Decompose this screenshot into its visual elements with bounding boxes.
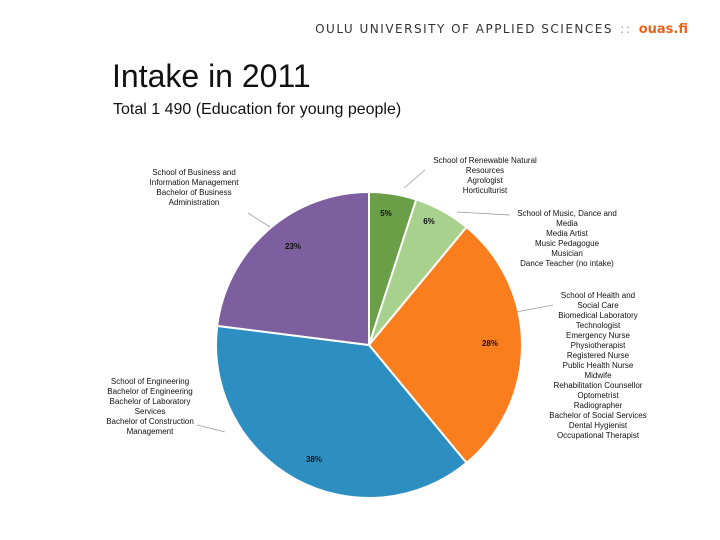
legend-block-school-of-music-dance-and-media: School of Music, Dance and Media Media Art… — [517, 209, 617, 268]
leader-line — [196, 424, 226, 433]
pie-slice-school-of-engineering — [215, 324, 468, 499]
programme-label: Bachelor of Social Services — [549, 411, 646, 420]
programme-label: Emergency Nurse — [566, 331, 631, 340]
slice-percent-label: 28% — [482, 339, 498, 348]
programme-label: Agrologist — [467, 176, 503, 185]
programme-label: Public Health Nurse — [563, 361, 634, 370]
slice-percent-label: 5% — [380, 209, 392, 218]
leader-line — [515, 304, 554, 313]
programme-label: Registered Nurse — [567, 351, 630, 360]
programme-label: Musician — [551, 249, 583, 258]
programme-label: Rehabilitation Counsellor — [554, 381, 643, 390]
slice-percent-label: 23% — [285, 242, 301, 251]
programme-label: Midwife — [584, 371, 612, 380]
ouas-logo: ouas.fi — [638, 22, 688, 37]
slice-percent-label: 6% — [423, 217, 435, 226]
chart-title: Intake in 2011 — [112, 58, 311, 94]
legend-block-school-of-renewable-natural-resources: School of Renewable Natural Resources Agro… — [433, 156, 537, 195]
programme-label: Bachelor of Business — [156, 188, 231, 197]
leader-line — [456, 211, 511, 216]
programme-label: Bachelor of Construction — [106, 417, 194, 426]
programme-label: Radiographer — [574, 401, 623, 410]
institution-name: OULU UNIVERSITY OF APPLIED SCIENCES — [315, 22, 613, 36]
programme-label: Media Artist — [546, 229, 589, 238]
programme-label: Technologist — [576, 321, 621, 330]
legend-block-school-of-business-and-information-management: School of Business and Information Manage… — [150, 168, 240, 207]
programme-label: Optometrist — [577, 391, 619, 400]
programme-label: Bachelor of Laboratory — [110, 397, 191, 406]
programme-label: Occupational Therapist — [557, 431, 640, 440]
programme-label: Management — [127, 427, 174, 436]
programme-label: Physiotherapist — [571, 341, 626, 350]
school-name: School of Renewable Natural Resources — [433, 156, 537, 175]
school-name: School of Engineering — [111, 377, 189, 386]
legend-block-school-of-health-and-social-care: School of Health and Social Care Biomedica… — [549, 291, 646, 440]
header-brand: OULU UNIVERSITY OF APPLIED SCIENCES :: o… — [315, 22, 688, 37]
programme-label: Administration — [169, 198, 220, 207]
chart-subtitle: Total 1 490 (Education for young people) — [113, 101, 402, 118]
school-name: School of Business and Information Manage… — [150, 168, 240, 187]
school-name: School of Health and Social Care — [561, 291, 635, 310]
brand-separator: :: — [620, 22, 632, 36]
school-name: School of Music, Dance and Media — [517, 209, 617, 228]
programme-label: Dance Teacher (no intake) — [520, 259, 614, 268]
slice-percent-label: 38% — [306, 455, 322, 464]
programme-label: Bachelor of Engineering — [107, 387, 192, 396]
programme-label: Services — [135, 407, 166, 416]
pie-slice-school-of-health-and-social-care — [367, 225, 523, 465]
legend-block-school-of-engineering: School of Engineering Bachelor of Enginee… — [106, 377, 194, 436]
leader-line — [247, 212, 271, 228]
programme-label: Horticulturist — [463, 186, 508, 195]
leader-line — [403, 169, 426, 189]
programme-label: Dental Hygienist — [569, 421, 628, 430]
programme-label: Biomedical Laboratory — [558, 311, 638, 320]
programme-label: Music Pedagogue — [535, 239, 600, 248]
pie-slice-school-of-business-and-information-management — [216, 190, 370, 347]
